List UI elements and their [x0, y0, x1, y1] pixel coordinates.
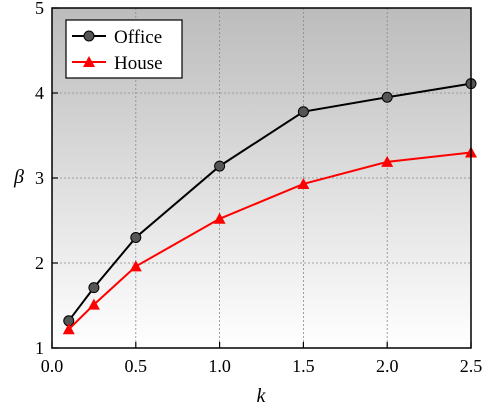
legend-label-house: House [114, 53, 163, 74]
ticks: 0.0 0.5 1.0 1.5 2.0 2.5 1 2 3 4 5 [35, 0, 482, 376]
data-point-house [297, 177, 310, 189]
x-tick-label: 1.5 [292, 356, 315, 376]
x-tick-label: 1.0 [208, 356, 231, 376]
legend-marker-office [83, 30, 95, 42]
x-tick-label: 0.0 [41, 356, 64, 376]
data-point-office [88, 282, 100, 294]
x-tick-label: 2.0 [376, 356, 399, 376]
data-point-office [297, 106, 309, 118]
y-tick-label: 4 [35, 83, 44, 103]
y-tick-label: 3 [35, 168, 44, 188]
data-point-house [381, 155, 394, 167]
data-point-office [381, 91, 393, 103]
legend-box [65, 19, 183, 79]
y-tick-label: 1 [35, 338, 44, 358]
x-axis-label: k [257, 385, 267, 407]
data-point-office [130, 232, 142, 243]
legend: Office House [65, 19, 183, 79]
series-layer [62, 78, 477, 335]
x-tick-label: 0.5 [125, 356, 148, 376]
data-point-office [214, 160, 226, 172]
y-tick-label: 5 [35, 0, 44, 18]
data-point-house [87, 298, 100, 310]
data-point-house [62, 323, 75, 335]
y-axis-label: β [13, 166, 24, 188]
data-point-house [129, 260, 142, 272]
x-tick-label: 2.5 [460, 356, 483, 376]
legend-label-office: Office [114, 27, 162, 48]
data-point-house [213, 212, 226, 224]
legend-marker-house [83, 56, 95, 67]
y-tick-label: 2 [35, 253, 44, 273]
